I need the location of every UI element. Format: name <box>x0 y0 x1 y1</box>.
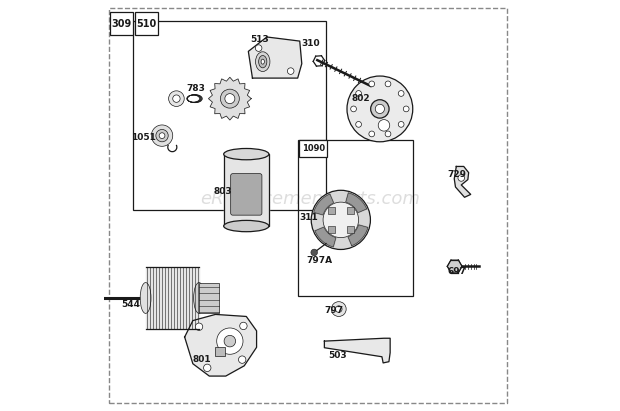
Ellipse shape <box>261 59 264 64</box>
Circle shape <box>335 306 342 312</box>
Circle shape <box>385 131 391 137</box>
Ellipse shape <box>259 55 267 68</box>
Circle shape <box>378 120 390 131</box>
Circle shape <box>369 81 374 87</box>
Bar <box>347 207 353 214</box>
Circle shape <box>311 249 317 256</box>
Bar <box>328 226 335 233</box>
Text: 803: 803 <box>213 187 232 196</box>
Polygon shape <box>314 194 334 215</box>
Text: 1090: 1090 <box>302 144 325 153</box>
Bar <box>328 207 335 214</box>
Circle shape <box>220 89 239 108</box>
Circle shape <box>239 356 246 363</box>
Circle shape <box>369 131 374 137</box>
Ellipse shape <box>173 95 180 102</box>
Circle shape <box>351 106 356 112</box>
Circle shape <box>403 106 409 112</box>
Bar <box>110 12 133 35</box>
Text: eReplacementParts.com: eReplacementParts.com <box>200 190 420 208</box>
Circle shape <box>203 364 211 372</box>
Ellipse shape <box>140 283 151 313</box>
Circle shape <box>375 104 384 113</box>
Ellipse shape <box>169 91 184 106</box>
Polygon shape <box>454 166 471 197</box>
Ellipse shape <box>94 294 99 302</box>
Bar <box>215 347 224 356</box>
Circle shape <box>323 202 358 238</box>
Text: 311: 311 <box>299 213 319 222</box>
Polygon shape <box>348 225 368 246</box>
Circle shape <box>356 122 361 127</box>
Bar <box>133 21 327 210</box>
Circle shape <box>195 323 203 330</box>
Circle shape <box>288 68 294 74</box>
Circle shape <box>225 94 235 104</box>
Circle shape <box>398 90 404 96</box>
Circle shape <box>255 45 262 51</box>
Bar <box>299 140 327 157</box>
Text: 797A: 797A <box>306 256 332 266</box>
Polygon shape <box>324 338 390 363</box>
Circle shape <box>458 175 464 181</box>
Circle shape <box>398 122 404 127</box>
Text: 801: 801 <box>193 355 211 364</box>
Polygon shape <box>315 227 336 247</box>
Bar <box>199 283 219 313</box>
Circle shape <box>356 90 361 96</box>
Bar <box>135 12 157 35</box>
Polygon shape <box>447 260 462 273</box>
Circle shape <box>371 100 389 118</box>
Polygon shape <box>208 77 251 120</box>
Text: 802: 802 <box>351 94 370 103</box>
Text: 783: 783 <box>187 84 206 93</box>
Ellipse shape <box>224 148 269 160</box>
Text: 310: 310 <box>302 39 321 48</box>
Text: 513: 513 <box>250 35 269 44</box>
FancyBboxPatch shape <box>231 173 262 215</box>
Circle shape <box>347 76 413 142</box>
Text: 1051: 1051 <box>131 133 156 142</box>
Bar <box>298 140 413 296</box>
Text: 510: 510 <box>136 18 156 29</box>
Ellipse shape <box>224 220 269 232</box>
Text: 503: 503 <box>329 351 347 360</box>
Ellipse shape <box>156 129 168 142</box>
Ellipse shape <box>193 283 205 313</box>
Circle shape <box>224 335 236 347</box>
Polygon shape <box>146 267 199 329</box>
Polygon shape <box>249 37 302 78</box>
Text: 697: 697 <box>448 267 467 276</box>
Polygon shape <box>185 314 257 376</box>
Ellipse shape <box>159 133 165 139</box>
Polygon shape <box>224 154 269 226</box>
Ellipse shape <box>255 52 270 72</box>
Circle shape <box>217 328 243 354</box>
Text: 797: 797 <box>324 306 343 315</box>
Circle shape <box>311 190 370 249</box>
Circle shape <box>240 322 247 330</box>
Text: 544: 544 <box>121 300 140 309</box>
Ellipse shape <box>151 125 173 146</box>
Text: 309: 309 <box>112 18 131 29</box>
Circle shape <box>385 81 391 87</box>
Text: 729: 729 <box>448 170 467 179</box>
Polygon shape <box>346 193 366 213</box>
Circle shape <box>331 302 346 316</box>
Bar <box>347 226 353 233</box>
